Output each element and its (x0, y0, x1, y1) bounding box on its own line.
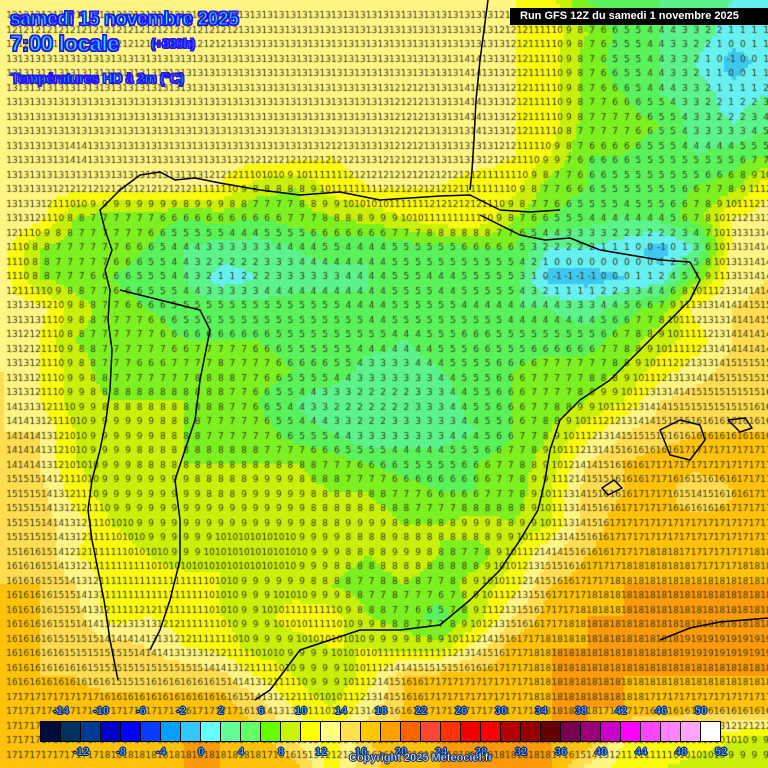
legend-swatch (121, 722, 140, 741)
legend-swatch (81, 722, 100, 741)
legend-label-bottom: 0 (197, 746, 205, 759)
legend-label-top: -10 (93, 705, 110, 718)
legend-swatch (61, 722, 80, 741)
legend-label-bottom: 28 (474, 746, 488, 759)
legend-label-bottom: -4 (156, 746, 166, 759)
legend-swatch (621, 722, 640, 741)
legend-swatch (421, 722, 440, 741)
legend-swatch (101, 722, 120, 741)
forecast-date: samedi 15 novembre 2025 (9, 8, 239, 30)
legend-label-top: -14 (53, 705, 70, 718)
legend-swatch (181, 722, 200, 741)
legend-label-top: -6 (136, 705, 146, 718)
legend-label-top: 2 (217, 705, 225, 718)
legend-label-bottom: 44 (634, 746, 648, 759)
legend-swatch (201, 722, 220, 741)
legend-label-top: 26 (454, 705, 468, 718)
legend-swatch (541, 722, 560, 741)
legend-swatch (681, 722, 700, 741)
legend-swatch (461, 722, 480, 741)
legend-label-bottom: 48 (674, 746, 688, 759)
legend-swatch (581, 722, 600, 741)
legend-swatch (321, 722, 340, 741)
legend-swatch (361, 722, 380, 741)
legend-label-top: -2 (176, 705, 186, 718)
legend-label-bottom: 24 (434, 746, 448, 759)
legend-swatch (441, 722, 460, 741)
legend-label-bottom: 52 (714, 746, 728, 759)
legend-swatch (521, 722, 540, 741)
legend-label-top: 38 (574, 705, 588, 718)
legend-swatch (241, 722, 260, 741)
legend-swatch (301, 722, 320, 741)
legend-swatch (501, 722, 520, 741)
legend-label-top: 30 (494, 705, 508, 718)
legend-swatch (341, 722, 360, 741)
copyright-text: Copyright 2025 Meteociel.fr (349, 752, 493, 765)
legend-label-bottom: 8 (277, 746, 285, 759)
legend-swatch (381, 722, 400, 741)
legend-label-top: 50 (694, 705, 708, 718)
legend-swatch (221, 722, 240, 741)
legend-label-bottom: 16 (354, 746, 368, 759)
legend-label-bottom: 32 (514, 746, 528, 759)
legend-label-top: 42 (614, 705, 628, 718)
legend-label-bottom: -8 (116, 746, 126, 759)
run-info-banner: Run GFS 12Z du samedi 1 novembre 2025 (510, 8, 768, 25)
legend-swatch (661, 722, 680, 741)
legend-label-bottom: 4 (237, 746, 245, 759)
forecast-lead-time: (+330h) (150, 35, 195, 51)
legend-swatch (41, 722, 60, 741)
legend-swatch (261, 722, 280, 741)
legend-label-bottom: 36 (554, 746, 568, 759)
legend-label-top: 46 (654, 705, 668, 718)
legend-label-bottom: 12 (314, 746, 328, 759)
legend-label-bottom: 20 (394, 746, 408, 759)
legend-label-bottom: -12 (73, 746, 90, 759)
legend-swatch (481, 722, 500, 741)
legend-swatch (401, 722, 420, 741)
legend-swatch (561, 722, 580, 741)
legend-swatch (161, 722, 180, 741)
legend-label-top: 22 (414, 705, 428, 718)
legend-swatch (641, 722, 660, 741)
legend-label-top: 10 (294, 705, 308, 718)
legend-label-top: 18 (374, 705, 388, 718)
variable-title: Températures HD à 2m (°C) (10, 69, 185, 86)
legend-swatch (701, 722, 720, 741)
legend-label-top: 14 (334, 705, 348, 718)
color-legend (40, 721, 721, 742)
legend-swatch (141, 722, 160, 741)
legend-label-top: 6 (257, 705, 265, 718)
forecast-time: 7:00 locale (9, 30, 120, 56)
legend-label-top: 34 (534, 705, 548, 718)
legend-label-bottom: 40 (594, 746, 608, 759)
legend-swatch (281, 722, 300, 741)
legend-swatch (601, 722, 620, 741)
